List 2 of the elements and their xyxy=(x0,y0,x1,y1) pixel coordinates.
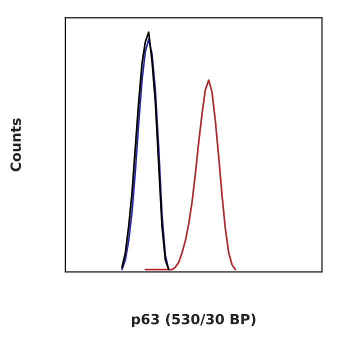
y-axis-title: Counts xyxy=(10,118,21,172)
x-axis-title: p63 (530/30 BP) xyxy=(132,314,256,328)
